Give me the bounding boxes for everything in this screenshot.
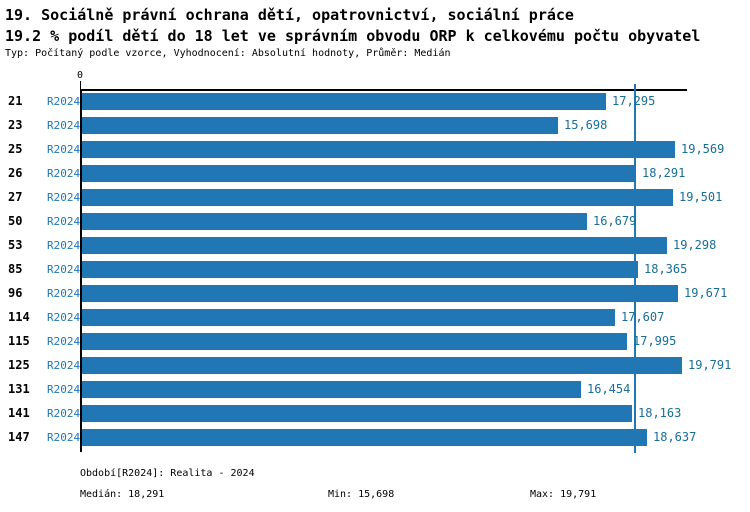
bar-value-label: 18,637	[653, 430, 697, 444]
row-category-label: 53	[8, 238, 23, 252]
row-series-label: R2024	[47, 407, 81, 420]
page-title: 19. Sociálně právní ochrana dětí, opatro…	[5, 6, 574, 24]
x-axis-line	[80, 89, 687, 91]
bar-value-label: 19,569	[681, 142, 725, 156]
bar-141[interactable]	[82, 405, 632, 422]
row-series-label: R2024	[47, 287, 81, 300]
chart-subtitle: Typ: Počítaný podle vzorce, Vyhodnocení:…	[5, 48, 451, 59]
chart-title: 19.2 % podíl dětí do 18 let ve správním …	[5, 27, 701, 45]
bar-85[interactable]	[82, 261, 638, 278]
row-series-label: R2024	[47, 335, 81, 348]
bar-21[interactable]	[82, 93, 606, 110]
bar-96[interactable]	[82, 285, 678, 302]
row-series-label: R2024	[47, 143, 81, 156]
row-series-label: R2024	[47, 359, 81, 372]
row-category-label: 85	[8, 262, 23, 276]
bar-value-label: 17,295	[612, 94, 656, 108]
footer-period: Období[R2024]: Realita - 2024	[80, 468, 255, 479]
row-category-label: 114	[8, 310, 30, 324]
row-category-label: 147	[8, 430, 30, 444]
row-category-label: 50	[8, 214, 23, 228]
bar-115[interactable]	[82, 333, 627, 350]
row-category-label: 26	[8, 166, 23, 180]
bar-value-label: 19,671	[684, 286, 728, 300]
row-category-label: 115	[8, 334, 30, 348]
bar-25[interactable]	[82, 141, 675, 158]
bar-114[interactable]	[82, 309, 615, 326]
bar-value-label: 16,679	[593, 214, 637, 228]
footer-median: Medián: 18,291	[80, 489, 165, 500]
row-series-label: R2024	[47, 263, 81, 276]
bar-value-label: 19,298	[673, 238, 717, 252]
bar-147[interactable]	[82, 429, 647, 446]
bar-value-label: 17,995	[633, 334, 677, 348]
bar-value-label: 19,791	[688, 358, 732, 372]
row-series-label: R2024	[47, 215, 81, 228]
bar-50[interactable]	[82, 213, 587, 230]
row-series-label: R2024	[47, 431, 81, 444]
row-category-label: 23	[8, 118, 23, 132]
bar-125[interactable]	[82, 357, 682, 374]
row-series-label: R2024	[47, 383, 81, 396]
row-category-label: 27	[8, 190, 23, 204]
row-series-label: R2024	[47, 191, 81, 204]
row-category-label: 141	[8, 406, 30, 420]
bar-131[interactable]	[82, 381, 581, 398]
row-category-label: 131	[8, 382, 30, 396]
bar-value-label: 18,163	[638, 406, 682, 420]
bar-26[interactable]	[82, 165, 636, 182]
x-axis-tick	[80, 81, 81, 89]
bar-value-label: 16,454	[587, 382, 631, 396]
footer-min: Min: 15,698	[328, 489, 395, 500]
bar-53[interactable]	[82, 237, 667, 254]
row-series-label: R2024	[47, 167, 81, 180]
bar-value-label: 15,698	[564, 118, 608, 132]
x-axis-tick-label-zero: 0	[76, 70, 84, 81]
bar-value-label: 17,607	[621, 310, 665, 324]
footer-max: Max: 19,791	[530, 489, 597, 500]
bar-value-label: 18,291	[642, 166, 686, 180]
row-series-label: R2024	[47, 95, 81, 108]
row-category-label: 125	[8, 358, 30, 372]
bar-23[interactable]	[82, 117, 558, 134]
bar-value-label: 19,501	[679, 190, 723, 204]
row-category-label: 96	[8, 286, 23, 300]
row-series-label: R2024	[47, 311, 81, 324]
bar-value-label: 18,365	[644, 262, 688, 276]
row-category-label: 21	[8, 94, 23, 108]
row-series-label: R2024	[47, 239, 81, 252]
bar-27[interactable]	[82, 189, 673, 206]
row-series-label: R2024	[47, 119, 81, 132]
y-axis-line	[80, 89, 82, 452]
row-category-label: 25	[8, 142, 23, 156]
